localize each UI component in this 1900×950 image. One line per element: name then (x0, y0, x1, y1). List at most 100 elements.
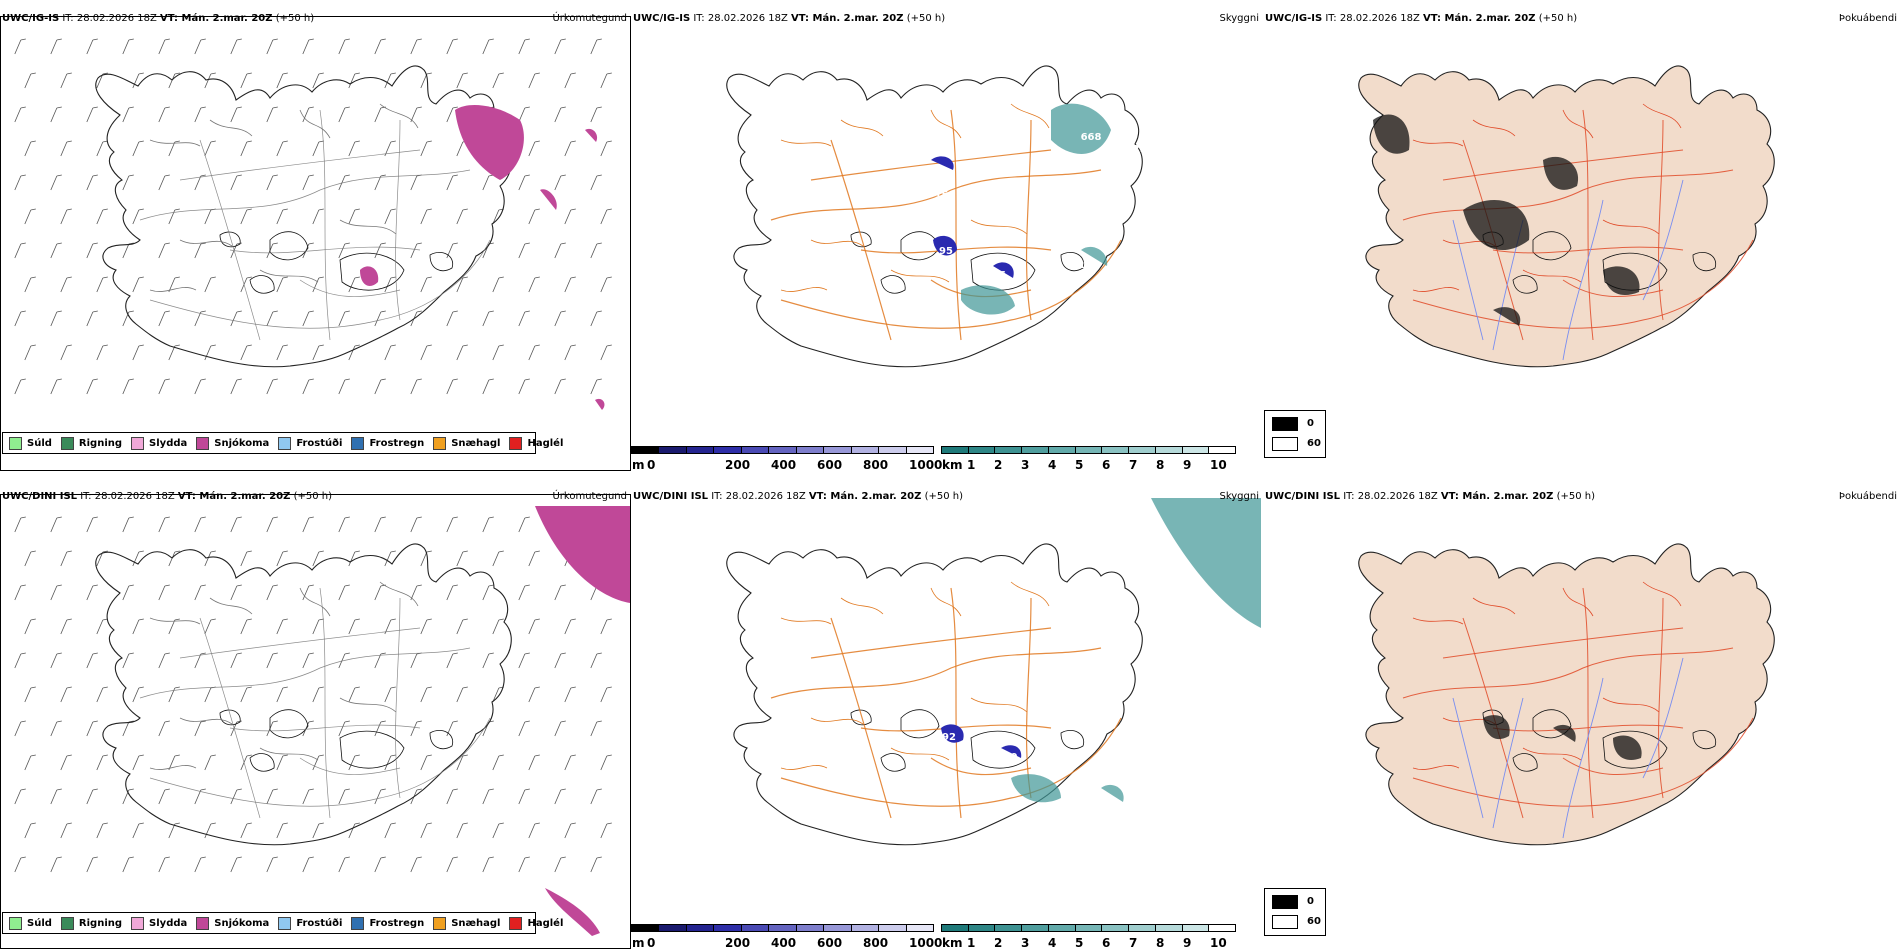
precip-type-legend: Súld Rigning Slydda Snjókoma Frostúði Frostre… (2, 432, 563, 454)
wind-barb (302, 106, 314, 123)
wind-barb (348, 618, 360, 635)
wind-barb (230, 856, 242, 873)
legend-label: Haglél (527, 917, 564, 929)
wind-barb (60, 140, 72, 157)
wind-barb (374, 174, 386, 191)
wind-barb (96, 822, 108, 839)
wind-barb (338, 242, 350, 259)
wind-barb (60, 276, 72, 293)
road-line (780, 617, 832, 625)
wind-barb (122, 720, 134, 737)
wind-barb (50, 378, 62, 395)
wind-barb (266, 652, 278, 669)
wind-barb (230, 174, 242, 191)
low-visibility-area (1151, 498, 1261, 628)
wind-barb (528, 140, 540, 157)
wind-barb (518, 174, 530, 191)
colorbar-swatch (795, 446, 825, 454)
wind-barb (158, 378, 170, 395)
fog-area (1483, 715, 1510, 740)
wind-barb (518, 242, 530, 259)
wind-barb (122, 174, 134, 191)
glacier-outline (880, 275, 906, 294)
wind-barb (482, 378, 494, 395)
wind-barb (446, 516, 458, 533)
wind-barb (482, 310, 494, 327)
wind-barb (24, 822, 36, 839)
wind-barb (338, 106, 350, 123)
wind-barb (158, 720, 170, 737)
legend-item: Snæhagl (433, 436, 500, 450)
road-line (179, 717, 233, 725)
wind-barb (590, 378, 602, 395)
wind-barb (492, 276, 504, 293)
wind-barb (482, 856, 494, 873)
model-name: UWC/DINI ISL (633, 491, 709, 502)
low-visibility-area (1101, 784, 1124, 802)
wind-barb (456, 822, 468, 839)
colorbar-tick: 7 (1129, 936, 1138, 950)
colorbar-tick: 7 (1129, 458, 1138, 472)
wind-barb (158, 788, 170, 805)
wind-barb (204, 822, 216, 839)
wind-barb (420, 550, 432, 567)
wind-barb (518, 720, 530, 737)
road-line (950, 109, 962, 341)
wind-barb (554, 856, 566, 873)
wind-barb (158, 38, 170, 55)
colorbar-swatch (878, 446, 907, 454)
road-line (1402, 169, 1734, 221)
snow-area (455, 105, 524, 180)
glacier-outline (1532, 231, 1572, 261)
wind-barb (14, 174, 26, 191)
low-visibility-area (1081, 246, 1108, 266)
model-name: UWC/DINI ISL (2, 491, 78, 502)
wind-barb (194, 652, 206, 669)
wind-barb (14, 310, 26, 327)
wind-barb (50, 174, 62, 191)
legend-item: Frostregn (351, 916, 424, 930)
glacier-outline (900, 231, 940, 261)
low-cloud-area (1001, 745, 1022, 758)
road-line (830, 139, 892, 341)
cloud-base-label: 883 (1117, 164, 1138, 175)
colorbar-tick: 5 (1075, 936, 1084, 950)
wind-barb (122, 652, 134, 669)
precip-type-legend: Súld Rigning Slydda Snjókoma Frostúði Frostre… (2, 912, 563, 934)
wind-barb (230, 378, 242, 395)
wind-barb (24, 754, 36, 771)
colorbar-tick: 0 (647, 936, 656, 950)
init-time: IT: 28.02.2026 18Z (708, 491, 809, 502)
legend-swatch (196, 436, 210, 450)
road-line (319, 587, 331, 819)
road-line (1492, 724, 1684, 732)
wind-barb (554, 174, 566, 191)
colorbar-tick: 2 (994, 458, 1003, 472)
wind-barb (122, 242, 134, 259)
wind-barb (230, 516, 242, 533)
legend-swatch (60, 436, 74, 450)
legend-label: Rigning (78, 437, 123, 449)
cloud-base-colorbar: m 0 200 400 600 800 1000 (631, 924, 942, 950)
wind-barb (420, 72, 432, 89)
wind-barb (528, 618, 540, 635)
snow-area (595, 398, 605, 410)
panel-header: UWC/DINI ISL IT: 28.02.2026 18Z VT: Mán.… (1265, 491, 1595, 502)
wind-barb (564, 618, 576, 635)
wind-barb (132, 72, 144, 89)
wind-barb (96, 344, 108, 361)
wind-barb (14, 242, 26, 259)
legend-swatch (278, 436, 292, 450)
wind-barb (338, 38, 350, 55)
wind-barb (230, 584, 242, 601)
road-line (149, 139, 201, 147)
wind-barb (446, 856, 458, 873)
wind-barb (456, 550, 468, 567)
wind-barb (446, 788, 458, 805)
fog-area (1543, 156, 1579, 190)
legend-swatch (60, 916, 74, 930)
wind-barb (446, 38, 458, 55)
wind-barb (518, 652, 530, 669)
wind-barb (410, 242, 422, 259)
colorbar-tick: 4 (1048, 458, 1057, 472)
